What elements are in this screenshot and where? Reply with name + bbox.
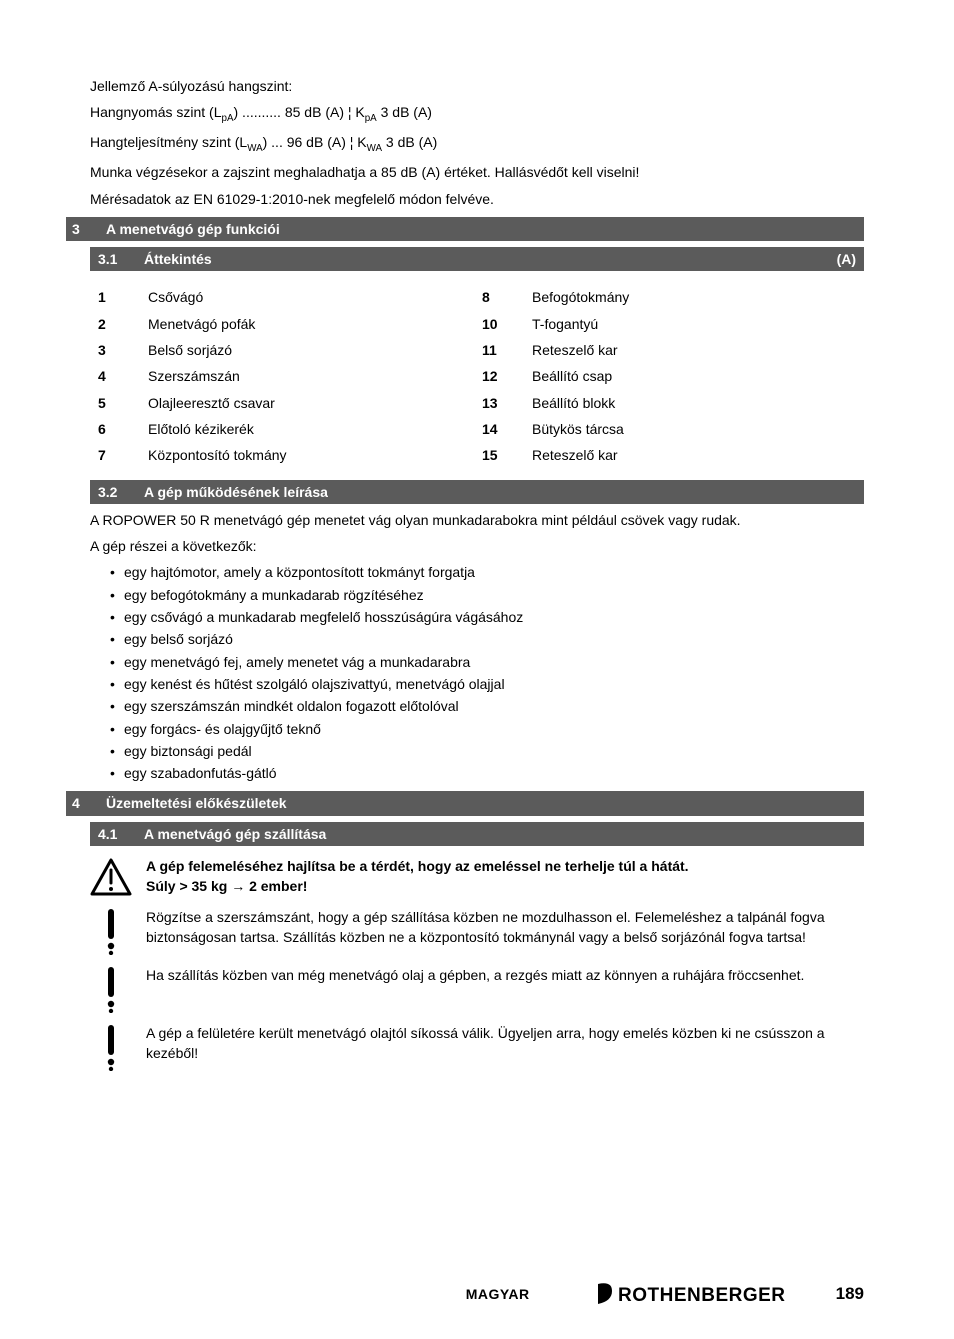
warning-row: A gép felemeléséhez hajlítsa be a térdét…: [90, 856, 864, 897]
overview-label: Előtoló kézikerék: [148, 419, 472, 439]
overview-num: 7: [98, 445, 138, 465]
list-item: egy kenést és hűtést szolgáló olajszivat…: [110, 674, 864, 694]
section-4-title: Üzemeltetési előkészületek: [98, 791, 864, 815]
overview-label: Beállító csap: [532, 366, 856, 386]
page-footer: MAGYAR ROTHENBERGER 189: [0, 1281, 954, 1307]
warning-triangle-icon: [90, 856, 132, 896]
list-item: egy csővágó a munkadarab megfelelő hossz…: [110, 607, 864, 627]
noise-warning: Munka végzésekor a zajszint meghaladhatj…: [90, 162, 864, 182]
sound-level-heading: Jellemző A-súlyozású hangszint:: [90, 76, 864, 96]
note-row-3: A gép a felületére került menetvágó olaj…: [90, 1023, 864, 1071]
overview-label: Bütykös tárcsa: [532, 419, 856, 439]
overview-label: T-fogantyú: [532, 314, 856, 334]
list-item: egy szerszámszán mindkét oldalon fogazot…: [110, 696, 864, 716]
subsection-3-1-num: 3.1: [90, 247, 136, 271]
overview-num: 11: [482, 340, 522, 360]
list-item: egy belső sorjázó: [110, 629, 864, 649]
footer-brand: ROTHENBERGER: [594, 1281, 804, 1307]
exclamation-icon: [90, 1023, 132, 1071]
overview-num: 4: [98, 366, 138, 386]
note-row-1: Rögzítse a szerszámszánt, hogy a gép szá…: [90, 907, 864, 955]
overview-label: Beállító blokk: [532, 393, 856, 413]
note-3-text: A gép a felületére került menetvágó olaj…: [146, 1023, 864, 1064]
overview-num: 5: [98, 393, 138, 413]
footer-lang: MAGYAR: [466, 1284, 530, 1304]
subsection-3-1-title: Áttekintés: [144, 249, 212, 269]
overview-table: 1 Csővágó 8 Befogótokmány 2 Menetvágó pofák 10…: [90, 277, 864, 473]
note-row-2: Ha szállítás közben van még menetvágó ol…: [90, 965, 864, 1013]
note-1-text: Rögzítse a szerszámszánt, hogy a gép szá…: [146, 907, 864, 948]
exclamation-icon: [90, 965, 132, 1013]
note-2-text: Ha szállítás közben van még menetvágó ol…: [146, 965, 864, 985]
subsection-3-2-title: A gép működésének leírása: [144, 482, 328, 502]
list-item: egy szabadonfutás-gátló: [110, 763, 864, 783]
overview-label: Belső sorjázó: [148, 340, 472, 360]
overview-num: 10: [482, 314, 522, 334]
subsection-3-1-heading: 3.1 Áttekintés (A): [90, 247, 864, 271]
subsection-3-2-heading: 3.2 A gép működésének leírása: [90, 480, 864, 504]
section-4-heading: 4 Üzemeltetési előkészületek: [66, 791, 864, 815]
section-3-num: 3: [66, 217, 98, 241]
overview-label: Reteszelő kar: [532, 340, 856, 360]
rothenberger-logo-icon: ROTHENBERGER: [594, 1281, 804, 1307]
subsection-4-1-num: 4.1: [90, 822, 136, 846]
list-item: egy menetvágó fej, amely menetet vág a m…: [110, 652, 864, 672]
section-4-num: 4: [66, 791, 98, 815]
overview-label: Csővágó: [148, 287, 472, 307]
list-item: egy hajtómotor, amely a központosított t…: [110, 562, 864, 582]
subsection-3-1-marker: (A): [837, 249, 856, 269]
footer-page-number: 189: [836, 1282, 864, 1307]
overview-num: 6: [98, 419, 138, 439]
section-3-heading: 3 A menetvágó gép funkciói: [66, 217, 864, 241]
overview-num: 8: [482, 287, 522, 307]
sound-power-line: Hangteljesítmény szint (LWA) ... 96 dB (…: [90, 132, 864, 156]
svg-text:ROTHENBERGER: ROTHENBERGER: [618, 1285, 786, 1306]
overview-num: 13: [482, 393, 522, 413]
section-3-title: A menetvágó gép funkciói: [98, 217, 864, 241]
intro-block: Jellemző A-súlyozású hangszint: Hangnyom…: [90, 76, 864, 209]
overview-num: 3: [98, 340, 138, 360]
machine-desc-2: A gép részei a következők:: [90, 536, 864, 556]
list-item: egy forgács- és olajgyűjtő teknő: [110, 719, 864, 739]
subsection-3-2-num: 3.2: [90, 480, 136, 504]
overview-num: 12: [482, 366, 522, 386]
list-item: egy biztonsági pedál: [110, 741, 864, 761]
exclamation-icon: [90, 907, 132, 955]
overview-num: 15: [482, 445, 522, 465]
subsection-4-1-heading: 4.1 A menetvágó gép szállítása: [90, 822, 864, 846]
machine-desc-1: A ROPOWER 50 R menetvágó gép menetet vág…: [90, 510, 864, 530]
machine-parts-list: egy hajtómotor, amely a központosított t…: [90, 562, 864, 783]
overview-label: Menetvágó pofák: [148, 314, 472, 334]
measurement-standard: Mérésadatok az EN 61029-1:2010-nek megfe…: [90, 189, 864, 209]
warning-text: A gép felemeléséhez hajlítsa be a térdét…: [146, 856, 864, 897]
overview-num: 14: [482, 419, 522, 439]
overview-num: 2: [98, 314, 138, 334]
list-item: egy befogótokmány a munkadarab rögzítésé…: [110, 585, 864, 605]
sound-pressure-line: Hangnyomás szint (LpA) .......... 85 dB …: [90, 102, 864, 126]
overview-label: Szerszámszán: [148, 366, 472, 386]
overview-label: Központosító tokmány: [148, 445, 472, 465]
overview-num: 1: [98, 287, 138, 307]
overview-label: Reteszelő kar: [532, 445, 856, 465]
overview-label: Befogótokmány: [532, 287, 856, 307]
overview-label: Olajleeresztő csavar: [148, 393, 472, 413]
subsection-4-1-title: A menetvágó gép szállítása: [144, 824, 326, 844]
